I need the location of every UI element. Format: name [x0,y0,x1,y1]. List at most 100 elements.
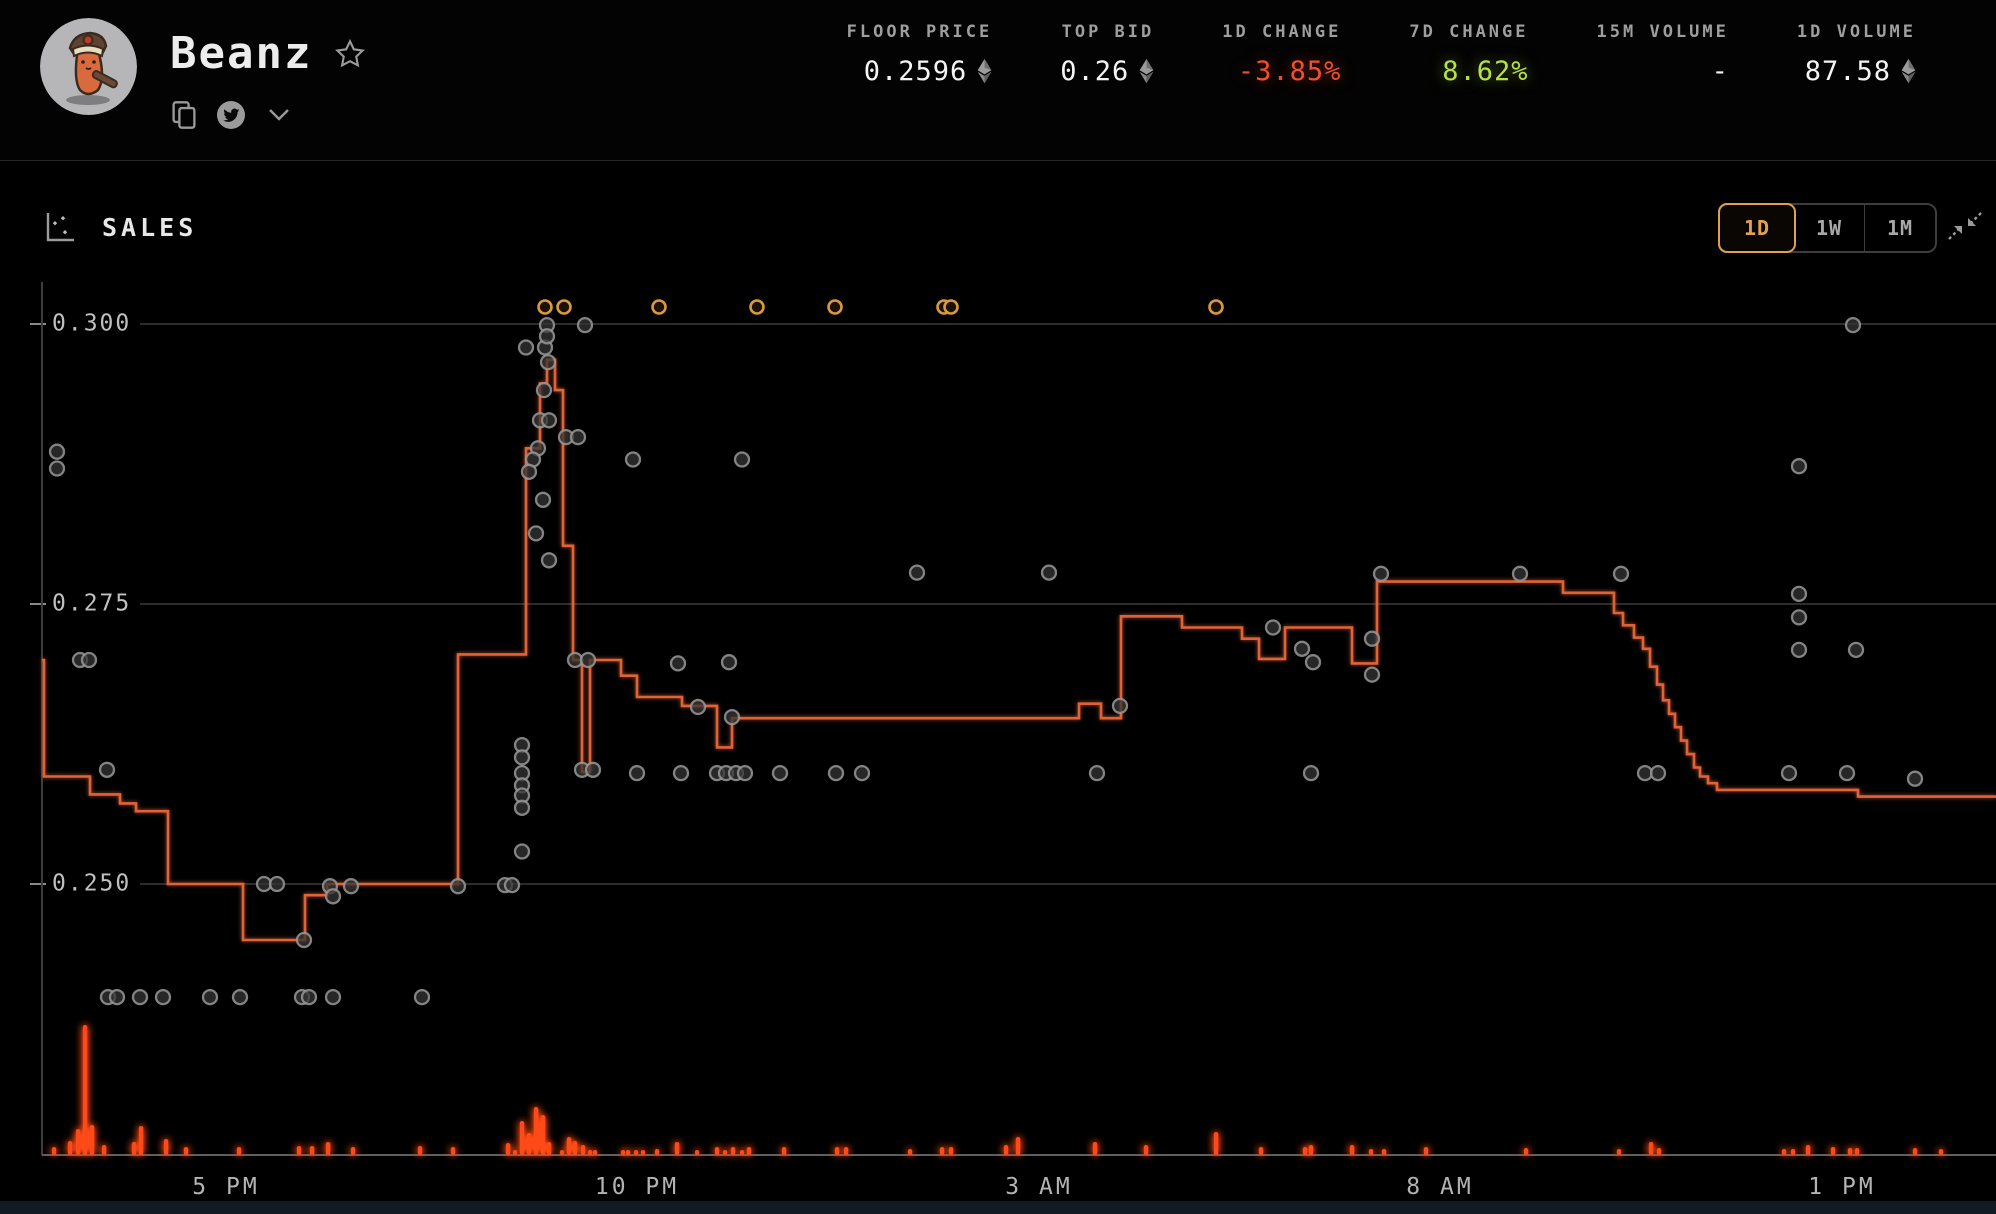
sale-dot[interactable] [535,381,553,399]
sale-dot[interactable] [201,988,219,1006]
sale-dot[interactable] [908,564,926,581]
sale-dot[interactable] [1790,609,1808,626]
sale-dot[interactable] [669,655,687,672]
sale-dot[interactable] [534,491,552,508]
sale-dot[interactable] [503,876,521,894]
sale-dot[interactable] [538,328,556,345]
stat-value: 0.2596 [864,56,993,87]
sale-dot[interactable] [513,843,531,860]
sale-dot[interactable] [513,799,531,816]
outlier-sale-dot[interactable] [651,299,667,315]
sale-dot[interactable] [576,316,594,334]
sale-dot[interactable] [720,654,738,671]
sale-dot[interactable] [1790,458,1808,475]
sale-dot[interactable] [672,764,690,782]
sale-dot[interactable] [723,708,741,726]
sale-dot[interactable] [131,988,149,1006]
outlier-sale-dot[interactable] [556,299,572,315]
range-button-1m[interactable]: 1M [1864,205,1935,251]
sale-dot[interactable] [827,764,845,782]
sale-dot[interactable] [540,412,558,429]
sale-dot[interactable] [520,463,538,480]
sale-dot[interactable] [48,443,66,460]
sale-dot[interactable] [1088,764,1106,782]
sale-dot[interactable] [300,988,318,1006]
sale-dot[interactable] [449,878,467,895]
sale-dot[interactable] [733,451,751,468]
sale-dot[interactable] [689,698,707,716]
range-button-1w[interactable]: 1W [1815,216,1843,240]
collection-links [170,100,294,130]
sale-dot[interactable] [1838,764,1856,782]
sale-dot[interactable] [1790,641,1808,659]
sale-dot[interactable] [853,764,871,782]
sale-dot[interactable] [579,651,597,669]
outlier-sale-dot[interactable] [749,299,765,315]
favorite-star-icon[interactable] [334,38,366,70]
volume-bar [1092,1142,1098,1155]
sale-dot[interactable] [48,460,66,477]
sale-dot[interactable] [1790,585,1808,603]
sale-dot[interactable] [231,988,249,1006]
stat-value: 8.62% [1442,56,1529,87]
sale-dot[interactable] [1304,654,1322,671]
outlier-sale-dot[interactable] [1208,299,1224,315]
sale-dot[interactable] [1612,565,1630,582]
sale-dot[interactable] [628,764,646,782]
sale-dot[interactable] [569,428,587,446]
stat-label: FLOOR PRICE [846,22,993,42]
volume-bar [620,1150,626,1155]
twitter-icon[interactable] [216,100,246,130]
sale-dot[interactable] [1040,564,1058,581]
sale-dot[interactable] [324,888,342,905]
sale-dot[interactable] [154,988,172,1006]
volume-bar [714,1147,720,1155]
stat-15m-volume: 15M VOLUME - [1597,22,1729,87]
sale-dot[interactable] [1363,666,1381,683]
sale-dot[interactable] [1780,764,1798,782]
sale-dot[interactable] [1649,764,1667,782]
volume-bar [722,1150,728,1155]
outlier-sale-dot[interactable] [943,299,959,315]
sale-dot[interactable] [1372,565,1390,582]
volume-bar [1003,1145,1009,1155]
chevron-down-icon[interactable] [264,104,294,126]
sale-dot[interactable] [1511,565,1529,582]
sale-dot[interactable] [1844,316,1862,334]
outlier-sale-dot[interactable] [537,299,553,315]
sale-dot[interactable] [98,761,116,778]
collection-avatar[interactable] [40,18,137,115]
collapse-chart-icon[interactable] [1946,210,1984,246]
sale-dot[interactable] [527,525,545,542]
sale-dot[interactable] [108,988,126,1006]
sale-dot[interactable] [513,749,531,766]
sale-dot[interactable] [268,875,286,893]
sale-dot[interactable] [324,988,342,1006]
sale-dot[interactable] [736,764,754,782]
sale-dot[interactable] [342,878,360,895]
sale-dot[interactable] [1363,630,1381,647]
sale-dot[interactable] [1264,619,1282,636]
volume-bar [566,1137,572,1155]
outlier-sales [537,299,1224,315]
sale-dot[interactable] [1293,640,1311,657]
sale-dot[interactable] [1906,770,1924,787]
x-axis-label: 1 PM [1808,1174,1875,1200]
stat-label: 1D CHANGE [1222,22,1342,42]
sale-dot[interactable] [1111,697,1129,715]
sale-dot[interactable] [1847,641,1865,659]
outlier-sale-dot[interactable] [827,299,843,315]
sale-dot[interactable] [771,764,789,782]
sale-dot[interactable] [517,339,535,356]
sale-dot[interactable] [413,988,431,1006]
sale-dot[interactable] [584,761,602,778]
sale-dot[interactable] [1302,764,1320,782]
sale-dot[interactable] [295,931,313,949]
copy-address-icon[interactable] [170,100,198,130]
sale-dot[interactable] [80,651,98,669]
range-button-1d[interactable]: 1D [1718,203,1796,253]
sale-dot[interactable] [539,353,557,371]
sale-dot[interactable] [540,552,558,569]
sale-dot[interactable] [624,451,642,468]
